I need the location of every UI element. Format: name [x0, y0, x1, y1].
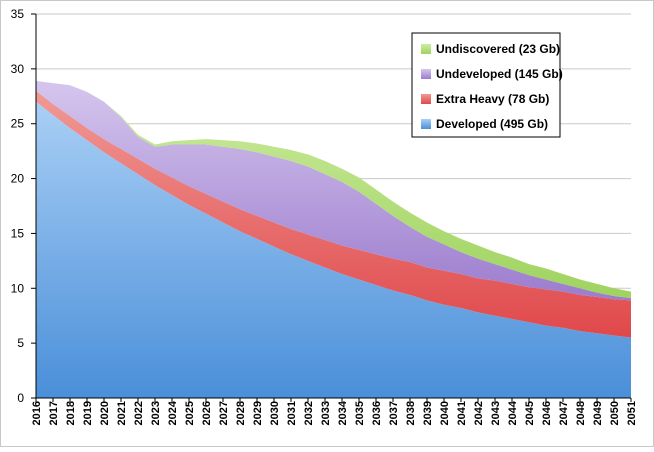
x-tick-label-2021: 2021 — [116, 401, 128, 425]
x-tick-label-2030: 2030 — [269, 401, 281, 425]
area-extra-heavy — [36, 90, 631, 338]
x-tick-label-2020: 2020 — [99, 401, 111, 425]
x-tick-label-2018: 2018 — [65, 401, 77, 425]
y-tick-label-35: 35 — [11, 7, 25, 21]
x-tick-label-2023: 2023 — [150, 401, 162, 425]
x-tick-label-2045: 2045 — [524, 401, 536, 425]
legend-swatch-0 — [421, 119, 431, 129]
y-tick-label-25: 25 — [11, 117, 25, 131]
legend: Undiscovered (23 Gb) Undeveloped (145 Gb)… — [411, 32, 563, 138]
y-tick-label-20: 20 — [11, 172, 25, 186]
x-tick-label-2040: 2040 — [439, 401, 451, 425]
x-tick-label-2026: 2026 — [201, 401, 213, 425]
x-tick-label-2024: 2024 — [167, 400, 179, 425]
legend-label-3: Undiscovered (23 Gb) — [436, 42, 560, 56]
y-tick-label-10: 10 — [11, 281, 25, 295]
legend-label-0: Developed (495 Gb) — [436, 117, 548, 131]
x-tick-label-2037: 2037 — [388, 401, 400, 425]
x-tick-label-2031: 2031 — [286, 401, 298, 425]
x-tick-label-2041: 2041 — [456, 401, 468, 425]
x-tick-label-2043: 2043 — [490, 401, 502, 425]
x-tick-label-2036: 2036 — [371, 401, 383, 425]
y-tick-label-0: 0 — [17, 391, 24, 405]
x-tick-label-2025: 2025 — [184, 401, 196, 425]
x-tick-label-2044: 2044 — [507, 400, 519, 425]
area-developed — [36, 101, 631, 399]
x-tick-label-2017: 2017 — [48, 401, 60, 425]
x-tick-label-2032: 2032 — [303, 401, 315, 425]
y-tick-label-30: 30 — [11, 62, 25, 76]
legend-swatch-3 — [421, 44, 431, 54]
legend-label-1: Extra Heavy (78 Gb) — [436, 92, 549, 106]
x-tick-label-2034: 2034 — [337, 400, 349, 425]
x-tick-label-2051: 2051 — [626, 401, 638, 425]
legend-swatch-2 — [421, 69, 431, 79]
x-tick-label-2046: 2046 — [541, 401, 553, 425]
x-tick-label-2029: 2029 — [252, 401, 264, 425]
x-tick-label-2047: 2047 — [558, 401, 570, 425]
legend-box — [411, 32, 561, 138]
x-tick-label-2035: 2035 — [354, 401, 366, 425]
x-tick-label-2027: 2027 — [218, 401, 230, 425]
legend-label-2: Undeveloped (145 Gb) — [436, 67, 563, 81]
y-tick-label-5: 5 — [17, 336, 24, 350]
x-tick-label-2016: 2016 — [31, 401, 43, 425]
y-tick-label-15: 15 — [11, 226, 25, 240]
area-undeveloped — [36, 80, 631, 301]
x-tick-label-2049: 2049 — [592, 401, 604, 425]
x-tick-label-2038: 2038 — [405, 401, 417, 425]
x-tick-label-2019: 2019 — [82, 401, 94, 425]
x-tick-label-2050: 2050 — [609, 401, 621, 425]
x-tick-label-2042: 2042 — [473, 401, 485, 425]
x-tick-label-2039: 2039 — [422, 401, 434, 425]
x-tick-label-2033: 2033 — [320, 401, 332, 425]
legend-swatch-1 — [421, 94, 431, 104]
x-tick-label-2022: 2022 — [133, 401, 145, 425]
x-tick-label-2048: 2048 — [575, 401, 587, 425]
x-tick-label-2028: 2028 — [235, 401, 247, 425]
